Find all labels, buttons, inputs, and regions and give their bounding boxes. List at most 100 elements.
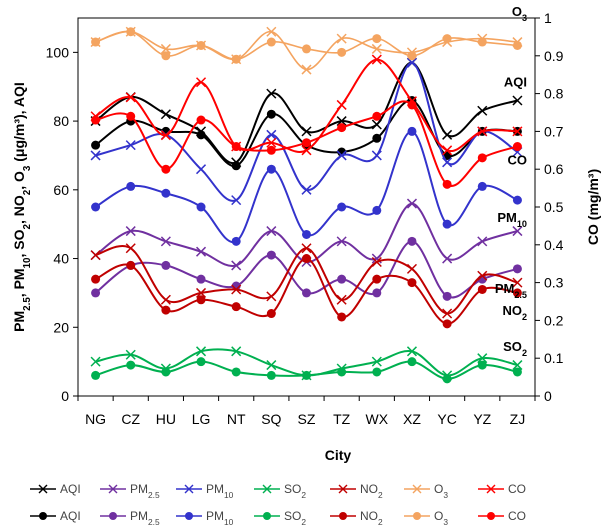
o3-dot-marker — [302, 44, 311, 54]
so2-dot-marker — [407, 357, 417, 367]
pm10-cross-marker — [266, 129, 277, 140]
so2-cross-marker — [336, 363, 347, 374]
o3-cross-marker — [125, 26, 136, 37]
y-left-axis-title: PM2.5, PM10, SO2, NO2, O3 (μg/m³), AQI — [11, 82, 33, 332]
legend-label: CO — [508, 482, 526, 496]
aqi-cross-marker — [160, 109, 171, 120]
x-tick-label: YZ — [473, 411, 491, 427]
co-dot-marker — [477, 153, 487, 163]
aqi-dot-marker — [231, 161, 241, 171]
pm10-cross-marker — [90, 150, 101, 161]
pm10-cross-marker — [406, 57, 417, 68]
x-tick-label: XZ — [403, 411, 421, 427]
co-cross-marker — [442, 145, 453, 156]
x-tick-label: LG — [192, 411, 211, 427]
so2-dot-marker — [372, 367, 382, 377]
pm10-cross-marker — [371, 150, 382, 161]
y-right-tick-label: 0.8 — [544, 86, 564, 102]
aqi-dot-marker — [372, 133, 382, 143]
pm25-cross-marker — [160, 236, 171, 247]
legend-o3-cross: O3 — [404, 482, 448, 500]
legend-pm10-dot: PM10 — [176, 509, 234, 527]
legend-o3-dot: O3 — [404, 509, 448, 527]
no2-cross-marker — [266, 291, 277, 302]
legend-so2-cross: SO2 — [254, 482, 306, 500]
y-right-tick-label: 0.1 — [544, 350, 564, 366]
legend-so2-dot: SO2 — [254, 509, 306, 527]
aqi-dot-marker — [196, 130, 206, 140]
so2-dot-marker — [91, 370, 101, 380]
no2-cross-marker — [406, 263, 417, 274]
legend-aqi-cross: AQI — [30, 482, 81, 496]
y-right-tick-label: 0.2 — [544, 312, 564, 328]
o3-dot-marker — [512, 40, 522, 50]
o3-dot-marker — [337, 47, 347, 57]
aqi-cross-marker — [266, 88, 277, 99]
y-right-tick-label: 0.4 — [544, 237, 564, 253]
so2-cross-marker — [477, 353, 488, 364]
o3-dot-marker — [442, 34, 452, 44]
pm25-dot-marker — [372, 288, 382, 298]
x-tick-label: YC — [437, 411, 456, 427]
co-dot-marker — [302, 138, 311, 148]
legend-label: PM10 — [206, 509, 234, 527]
aqi-cross-marker — [477, 105, 488, 116]
so2-cross-marker — [125, 349, 136, 360]
legend-no2-cross: NO2 — [330, 482, 383, 500]
co-cross-marker — [266, 137, 277, 148]
so2-inline-label: SO2 — [503, 339, 527, 358]
o3-cross-marker — [406, 47, 417, 58]
aqi-dot-marker — [266, 109, 276, 119]
y-left-tick-label: 20 — [53, 319, 69, 335]
o3-cross-marker — [90, 37, 101, 48]
pm25-inline-label: PM2.5 — [495, 281, 527, 300]
legend-no2-dot: NO2 — [330, 509, 383, 527]
so2-dot-marker — [442, 374, 452, 384]
o3-cross-marker — [512, 37, 523, 48]
so2-cross-marker — [512, 360, 523, 371]
so2-cross-marker — [196, 346, 207, 357]
legend-pm25-cross: PM2.5 — [100, 482, 160, 500]
pm10-cross-marker — [336, 150, 347, 161]
o3-dot-marker — [477, 37, 487, 47]
co-cross-marker — [301, 145, 312, 156]
axes: 0 20 40 60 80 100 0 0.1 0.2 0.3 0.4 0.5 0.6 0.7 0.8 0.9… — [11, 10, 601, 427]
x-axis-title: City — [325, 447, 352, 463]
y-left-tick-label: 40 — [53, 251, 69, 267]
co-inline-label: CO — [508, 153, 528, 168]
legend-label: CO — [508, 509, 526, 523]
so2-cross-marker — [231, 346, 242, 357]
so2-dot-marker — [231, 367, 241, 377]
legend-label: SO2 — [284, 482, 306, 500]
pm10-dot-marker — [337, 202, 347, 212]
y-right-tick-label: 0.9 — [544, 48, 564, 64]
no2-dot-marker — [512, 288, 522, 298]
o3-cross-marker — [371, 43, 382, 54]
aqi-dot-marker — [91, 140, 101, 150]
so2-dot-marker — [126, 360, 136, 370]
o3-cross-marker — [231, 54, 242, 65]
x-tick-label: SZ — [298, 411, 316, 427]
pm10-dot-marker — [372, 205, 382, 215]
o3-cross-marker — [336, 33, 347, 44]
no2-dot-marker — [442, 319, 452, 329]
x-tick-label: CZ — [121, 411, 140, 427]
o3-cross-marker — [442, 37, 453, 48]
legend-co-cross: CO — [478, 482, 526, 496]
so2-cross-marker — [442, 370, 453, 381]
y-left-tick-label: 60 — [53, 182, 69, 198]
so2-dot-marker — [266, 370, 276, 380]
so2-cross-marker — [301, 370, 312, 381]
legend-label: PM2.5 — [130, 509, 160, 527]
so2-cross-marker — [90, 356, 101, 367]
aqi-cross-marker — [301, 126, 312, 137]
legend-pm25-dot: PM2.5 — [100, 509, 160, 527]
pm10-cross-marker — [196, 164, 207, 175]
no2-cross-marker — [160, 294, 171, 305]
no2-dot-marker — [477, 284, 487, 294]
co-cross-marker — [336, 99, 347, 110]
legend-label: O3 — [434, 482, 448, 500]
y-right-tick-label: 0.6 — [544, 161, 564, 177]
y-left-tick-label: 0 — [61, 388, 69, 404]
co-cross-marker — [125, 92, 136, 103]
